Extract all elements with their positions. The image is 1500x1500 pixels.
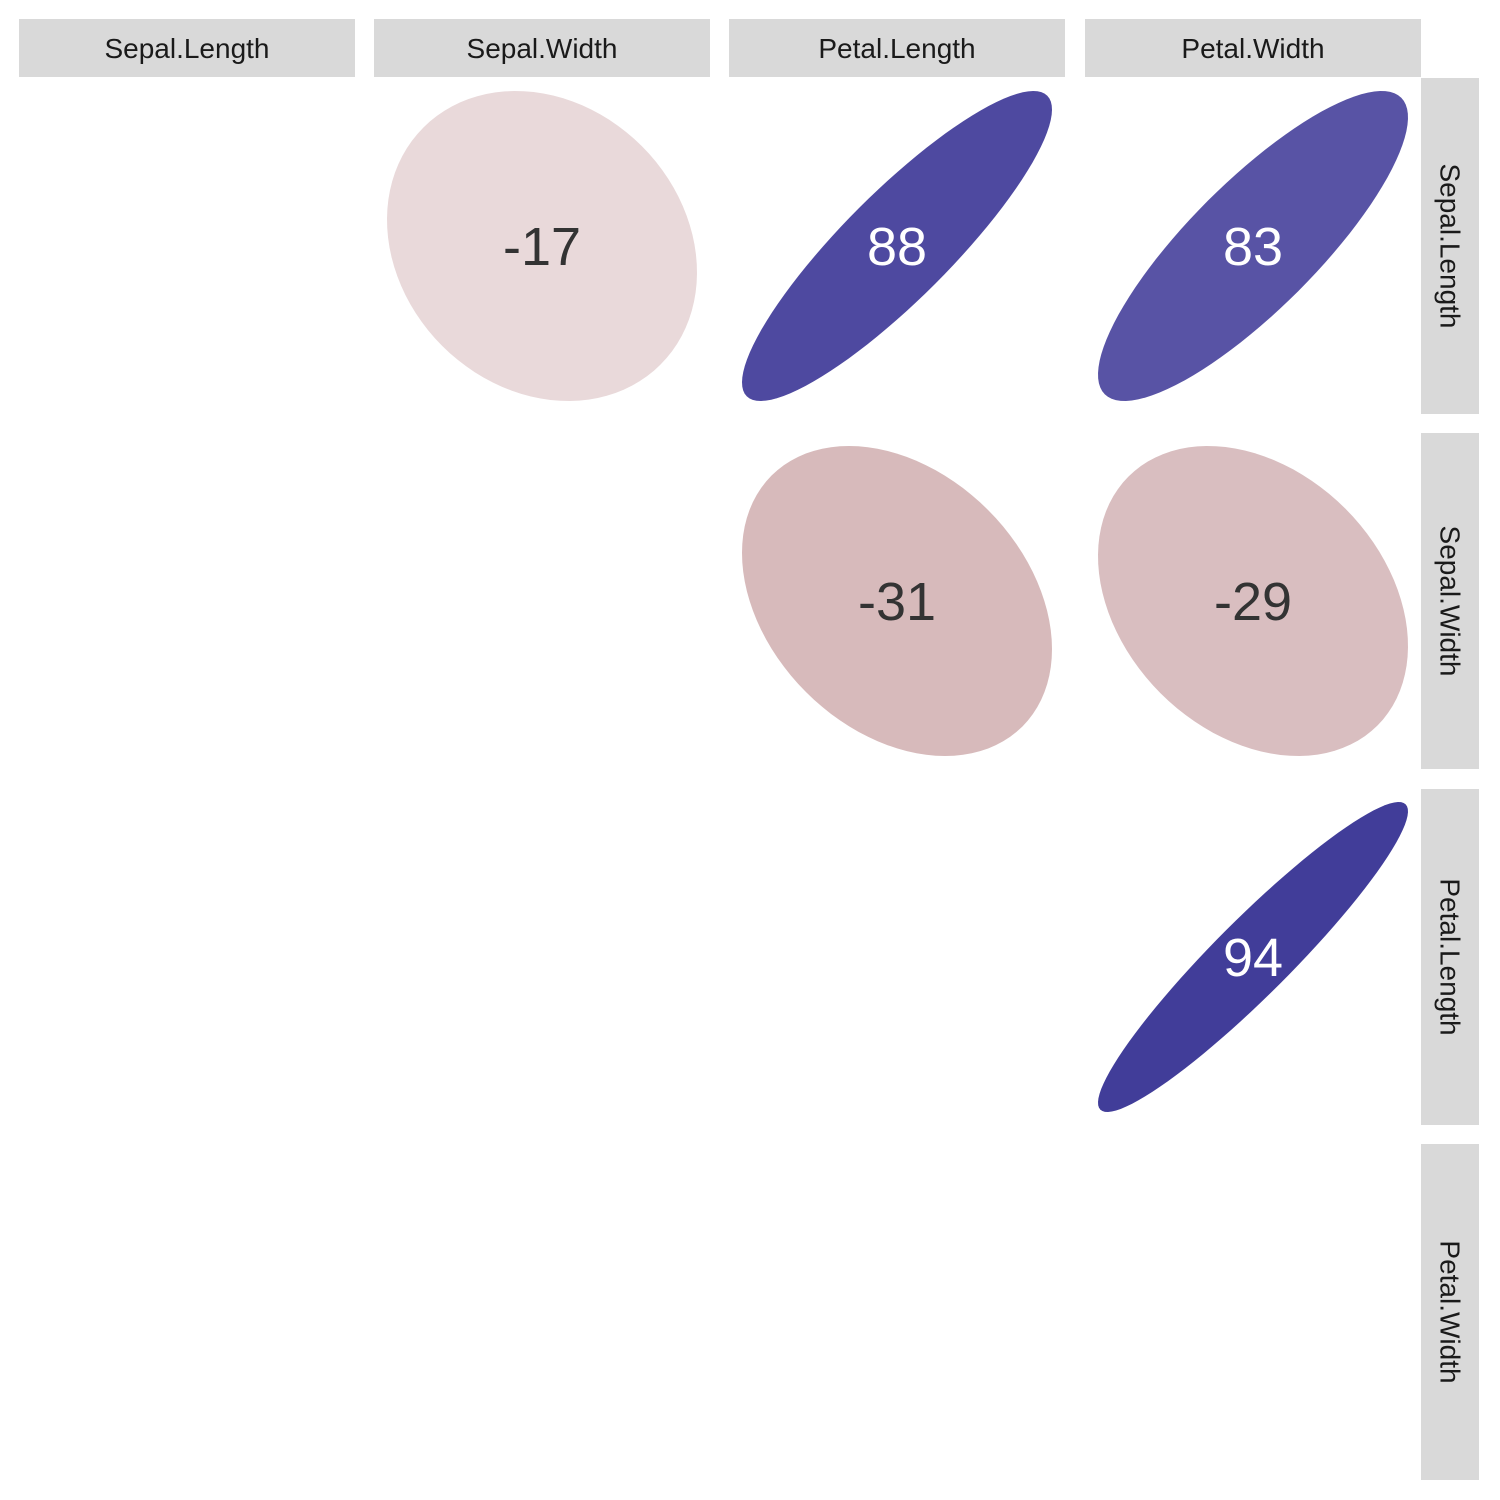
row-strip-petal-width xyxy=(1421,1144,1479,1480)
row-strip-label-sepal-length: Sepal.Length xyxy=(1435,163,1466,328)
row-strip-sepal-width xyxy=(1421,433,1479,769)
row-strip-petal-length xyxy=(1421,789,1479,1125)
ellipse-sepal-length-sepal-width xyxy=(387,91,697,401)
column-strip-label-sepal-length: Sepal.Length xyxy=(104,33,269,64)
row-strip-label-sepal-width: Sepal.Width xyxy=(1435,526,1466,677)
cell-label-sepal-length-petal-length: 88 xyxy=(867,217,927,277)
ellipse-sepal-length-petal-width xyxy=(1098,91,1408,401)
row-strip-label-petal-width: Petal.Width xyxy=(1435,1240,1466,1383)
column-strip-sepal-width xyxy=(374,19,710,77)
column-strips: Sepal.Length Sepal.Width Petal.Length Petal… xyxy=(19,19,1421,77)
column-strip-petal-length xyxy=(729,19,1065,77)
ellipse-sepal-width-petal-width xyxy=(1098,446,1408,756)
cell-label-sepal-length-sepal-width: -17 xyxy=(503,217,581,277)
ellipse-petal-length-petal-width xyxy=(1098,802,1408,1112)
correlation-cells: -17 88 83 -31 -29 94 xyxy=(387,91,1408,1112)
cell-label-petal-length-petal-width: 94 xyxy=(1223,928,1283,988)
column-strip-petal-width xyxy=(1085,19,1421,77)
row-strip-sepal-length xyxy=(1421,78,1479,414)
row-strips: Sepal.Length Sepal.Width Petal.Length Petal… xyxy=(1421,78,1479,1480)
column-strip-label-petal-length: Petal.Length xyxy=(818,33,975,64)
cell-label-sepal-width-petal-length: -31 xyxy=(858,572,936,632)
column-strip-label-sepal-width: Sepal.Width xyxy=(467,33,618,64)
cell-label-sepal-width-petal-width: -29 xyxy=(1214,572,1292,632)
column-strip-sepal-length xyxy=(19,19,355,77)
ellipse-sepal-length-petal-length xyxy=(742,91,1052,401)
column-strip-label-petal-width: Petal.Width xyxy=(1181,33,1324,64)
cell-label-sepal-length-petal-width: 83 xyxy=(1223,217,1283,277)
row-strip-label-petal-length: Petal.Length xyxy=(1435,878,1466,1035)
ellipse-sepal-width-petal-length xyxy=(742,446,1052,756)
